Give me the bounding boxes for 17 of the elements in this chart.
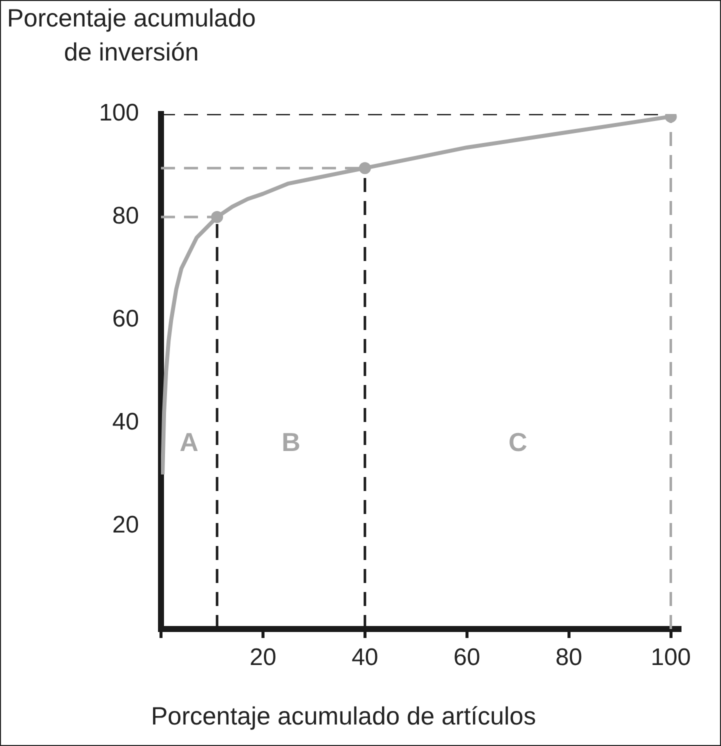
- annotation: C: [508, 426, 528, 457]
- annotation: B: [282, 426, 300, 457]
- x-axis-title: Porcentaje acumulado de artículos: [151, 702, 536, 730]
- y-tick-label: 40: [112, 408, 139, 436]
- x-tick-label: 20: [250, 644, 276, 672]
- x-tick-label: 40: [352, 644, 378, 672]
- y-tick-label: 100: [98, 100, 139, 127]
- y-tick-label: 80: [112, 202, 139, 230]
- x-tick-label: 100: [650, 644, 691, 672]
- y-axis-title: Porcentaje acumulado de inversión: [6, 4, 256, 66]
- y-tick-label: 20: [112, 512, 139, 539]
- x-tick-label: 60: [454, 644, 480, 672]
- x-tick-label: 80: [555, 644, 582, 672]
- point: [211, 211, 224, 223]
- point: [358, 162, 371, 174]
- y-tick-label: 60: [112, 306, 139, 333]
- annotation: A: [180, 426, 199, 457]
